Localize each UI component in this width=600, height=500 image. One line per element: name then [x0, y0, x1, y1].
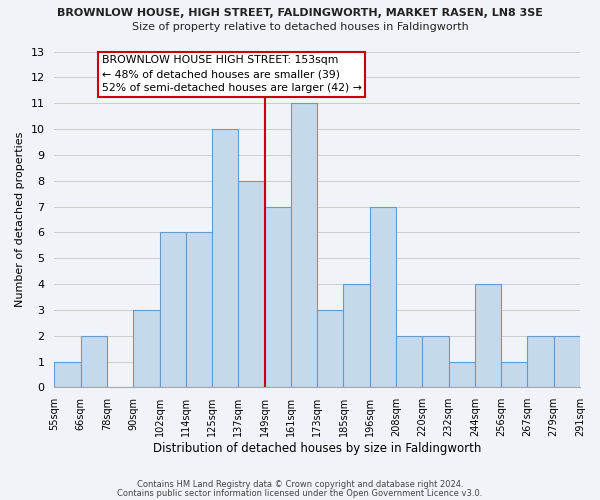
Bar — [343, 284, 370, 388]
Bar — [186, 232, 212, 388]
Bar — [265, 206, 291, 388]
Y-axis label: Number of detached properties: Number of detached properties — [15, 132, 25, 307]
Bar — [317, 310, 343, 388]
Text: BROWNLOW HOUSE HIGH STREET: 153sqm
← 48% of detached houses are smaller (39)
52%: BROWNLOW HOUSE HIGH STREET: 153sqm ← 48%… — [102, 56, 362, 94]
X-axis label: Distribution of detached houses by size in Faldingworth: Distribution of detached houses by size … — [153, 442, 481, 455]
Text: Contains public sector information licensed under the Open Government Licence v3: Contains public sector information licen… — [118, 488, 482, 498]
Bar — [238, 180, 265, 388]
Text: BROWNLOW HOUSE, HIGH STREET, FALDINGWORTH, MARKET RASEN, LN8 3SE: BROWNLOW HOUSE, HIGH STREET, FALDINGWORT… — [57, 8, 543, 18]
Text: Contains HM Land Registry data © Crown copyright and database right 2024.: Contains HM Land Registry data © Crown c… — [137, 480, 463, 489]
Bar — [160, 232, 186, 388]
Bar — [554, 336, 580, 388]
Bar — [396, 336, 422, 388]
Bar — [133, 310, 160, 388]
Bar — [449, 362, 475, 388]
Bar — [475, 284, 501, 388]
Bar — [55, 362, 80, 388]
Bar — [370, 206, 396, 388]
Bar — [212, 129, 238, 388]
Bar — [527, 336, 554, 388]
Bar — [501, 362, 527, 388]
Text: Size of property relative to detached houses in Faldingworth: Size of property relative to detached ho… — [131, 22, 469, 32]
Bar — [80, 336, 107, 388]
Bar — [291, 103, 317, 388]
Bar — [422, 336, 449, 388]
